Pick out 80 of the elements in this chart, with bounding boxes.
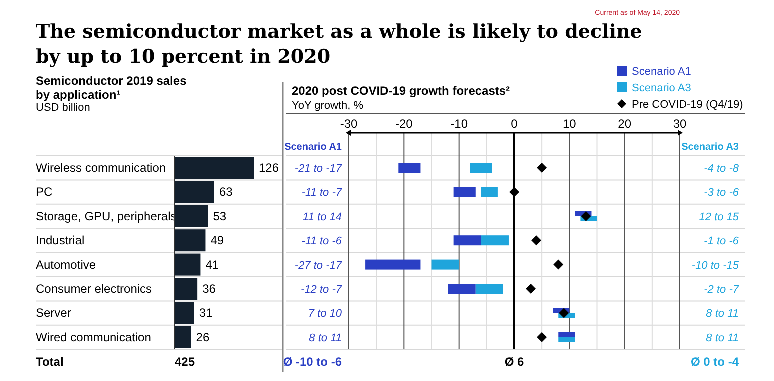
- legend-label: Scenario A3: [632, 82, 692, 94]
- data-label: 26: [196, 330, 210, 344]
- bar: [175, 326, 192, 348]
- y-tick-label: Consumer electronics: [36, 282, 152, 296]
- y-tick-label: Wired communication: [36, 330, 152, 344]
- y-tick-label: Server: [36, 306, 72, 320]
- bar: [175, 302, 194, 324]
- text: Ø 0 to -4: [690, 355, 740, 369]
- data-label: 31: [199, 306, 214, 320]
- data-label: 36: [202, 282, 216, 296]
- x-tick-label: 30: [673, 117, 687, 131]
- text: -12 to -7: [301, 284, 343, 296]
- chart-subtitle: Semiconductor 2019 sales by application¹: [36, 74, 188, 102]
- data-label: 49: [210, 234, 224, 248]
- bar: [454, 187, 476, 198]
- text: 8 to 11: [706, 332, 739, 344]
- text: -3 to -6: [704, 187, 740, 200]
- point: [526, 284, 536, 294]
- x-tick-label: 10: [562, 117, 577, 131]
- x-tick-label: -30: [340, 117, 358, 131]
- bar: [175, 157, 254, 179]
- legend-label: Pre COVID-19 (Q4/19): [632, 99, 744, 111]
- x-tick-label: -20: [395, 117, 414, 131]
- bar: [481, 236, 509, 246]
- y-tick-label: Storage, GPU, peripherals: [36, 209, 177, 224]
- bar: [175, 278, 198, 300]
- x-tick-label: 20: [618, 117, 632, 131]
- bar: [175, 205, 208, 228]
- point: [532, 236, 542, 246]
- legend-label: Scenario A1: [632, 66, 692, 78]
- text: 8 to 11: [309, 332, 342, 344]
- bar: [366, 260, 421, 270]
- text: -1 to -6: [704, 236, 740, 248]
- text: -10 to -15: [692, 260, 740, 272]
- text: -2 to -7: [704, 284, 740, 296]
- y-tick-label: Automotive: [36, 258, 96, 272]
- y-tick-label: Wireless communication: [36, 161, 166, 175]
- text: Ø -10 to -6: [283, 355, 342, 369]
- bar: [448, 284, 476, 294]
- bar: [432, 260, 460, 270]
- x-tick-label: 0: [511, 117, 518, 131]
- data-label: 126: [259, 161, 280, 175]
- bar: [175, 254, 201, 276]
- point: [581, 211, 592, 222]
- data-label: 41: [206, 258, 220, 272]
- text: 425: [175, 355, 196, 369]
- text: -11 to -7: [302, 187, 343, 200]
- y-tick-label: Industrial: [36, 234, 85, 248]
- point: [554, 260, 564, 270]
- bar: [481, 187, 498, 198]
- data-label: 63: [220, 185, 234, 200]
- text: 11 to 14: [303, 211, 342, 224]
- text: 12 to 15: [699, 211, 740, 224]
- text: -21 to -17: [294, 163, 343, 175]
- chart-subtitle: YoY growth, %: [292, 100, 364, 112]
- point: [537, 332, 548, 342]
- text: -4 to -8: [704, 163, 740, 175]
- point: [537, 163, 548, 173]
- text: Ø 6: [504, 355, 524, 369]
- text: Scenario A1: [284, 142, 342, 153]
- text: Total: [36, 355, 64, 369]
- text: -27 to -17: [294, 260, 343, 272]
- bar: [398, 163, 421, 173]
- data-label: 53: [213, 209, 227, 224]
- text: The semiconductor market as a whole is likely to decline by up to 10 percent in 2020: [36, 21, 642, 68]
- chart-title: 2020 post COVID-19 growth forecasts²: [292, 84, 510, 98]
- x-tick-label: -10: [450, 117, 468, 131]
- text: 8 to 11: [706, 308, 739, 320]
- point: [559, 308, 570, 318]
- bar: [454, 236, 482, 246]
- bar: [175, 181, 214, 204]
- text: USD billion: [36, 102, 90, 114]
- point: [510, 187, 520, 198]
- bar: [476, 284, 504, 294]
- text: Scenario A3: [682, 142, 740, 153]
- bar: [175, 230, 206, 252]
- y-tick-label: PC: [36, 185, 54, 200]
- text: 7 to 10: [308, 308, 343, 320]
- text: -11 to -6: [302, 236, 343, 248]
- bar: [470, 163, 492, 173]
